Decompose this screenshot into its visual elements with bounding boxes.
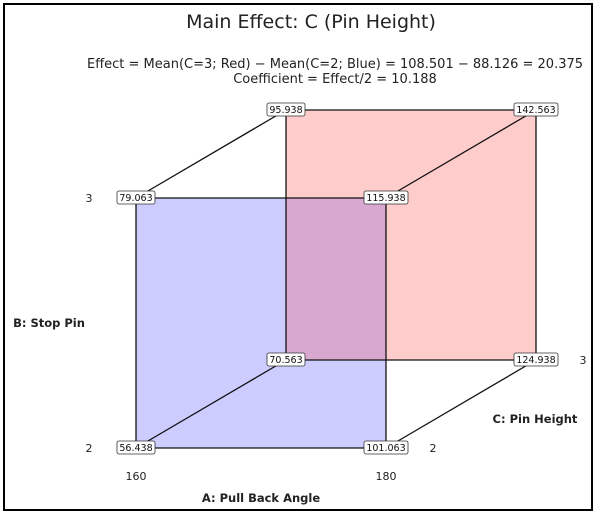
- edge-depth-bl: [135, 359, 287, 449]
- svg-text:124.938: 124.938: [516, 355, 555, 366]
- svg-text:56.438: 56.438: [119, 443, 152, 454]
- vertex-label: 142.563: [513, 102, 559, 117]
- c-axis-high-tick: 3: [580, 354, 587, 367]
- face-overlap: [286, 198, 386, 360]
- vertex-label: 56.438: [116, 440, 156, 455]
- a-axis-label: A: Pull Back Angle: [202, 491, 320, 505]
- svg-text:79.063: 79.063: [119, 193, 152, 204]
- vertex-label: 101.063: [363, 440, 409, 455]
- c-axis-label: C: Pin Height: [493, 412, 578, 426]
- coefficient-formula: Coefficient = Effect/2 = 10.188: [233, 72, 437, 87]
- a-axis-low-tick: 160: [126, 470, 147, 483]
- svg-text:142.563: 142.563: [516, 105, 555, 116]
- svg-text:101.063: 101.063: [366, 443, 405, 454]
- chart-title: Main Effect: C (Pin Height): [186, 11, 436, 33]
- a-axis-high-tick: 180: [376, 470, 397, 483]
- b-axis-high-tick: 3: [86, 192, 93, 205]
- vertex-label: 79.063: [116, 190, 156, 205]
- vertex-label: 124.938: [513, 352, 559, 367]
- svg-text:95.938: 95.938: [269, 105, 302, 116]
- svg-text:115.938: 115.938: [366, 193, 405, 204]
- b-axis-low-tick: 2: [86, 442, 93, 455]
- edge-depth-tl: [135, 109, 287, 199]
- vertex-label: 95.938: [266, 102, 306, 117]
- vertex-label: 115.938: [363, 190, 409, 205]
- edge-depth-tr: [385, 109, 537, 199]
- svg-text:70.563: 70.563: [269, 355, 302, 366]
- effect-formula: Effect = Mean(C=3; Red) − Mean(C=2; Blue…: [87, 57, 583, 72]
- b-axis-label: B: Stop Pin: [13, 316, 85, 330]
- c-axis-low-tick: 2: [430, 442, 437, 455]
- edge-depth-br: [385, 359, 537, 449]
- vertex-label: 70.563: [266, 352, 306, 367]
